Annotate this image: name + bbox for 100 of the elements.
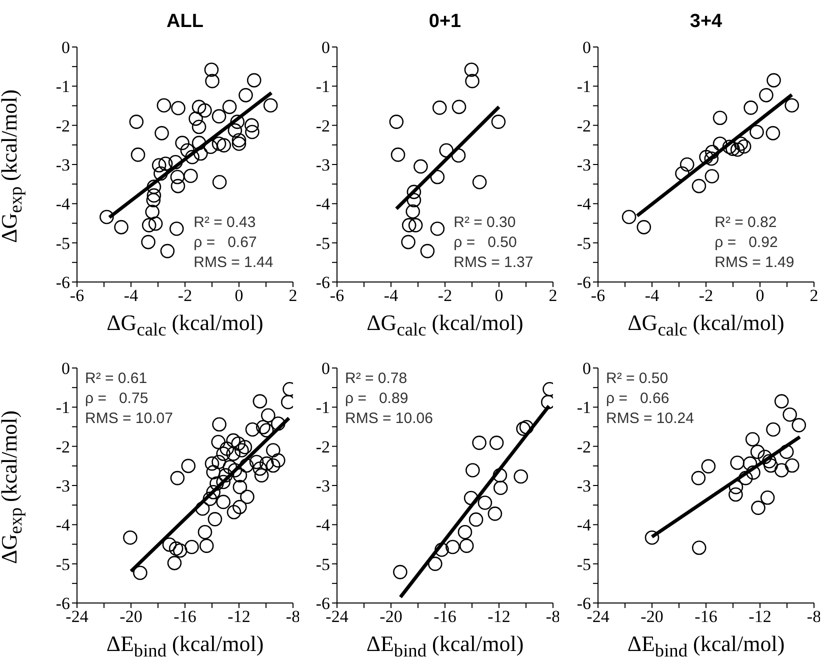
- point: [252, 394, 268, 408]
- point: [175, 136, 190, 150]
- point: [489, 436, 504, 450]
- point: [254, 468, 269, 482]
- point: [746, 465, 760, 480]
- point: [758, 450, 772, 464]
- point: [759, 88, 774, 102]
- point: [169, 222, 184, 236]
- point: [439, 143, 454, 158]
- point: [751, 500, 766, 515]
- point: [168, 541, 184, 556]
- x-tick-label: -20: [380, 607, 402, 626]
- point: [712, 136, 728, 151]
- annotation: ρ = 0.50: [454, 234, 517, 251]
- annotation: ρ = 0.67: [194, 234, 257, 251]
- point: [762, 454, 776, 468]
- y-tick-label: 0: [582, 38, 591, 58]
- point: [204, 456, 220, 471]
- point: [185, 150, 200, 164]
- point: [728, 480, 744, 494]
- point: [252, 462, 268, 476]
- x-tick-label: 0: [234, 286, 244, 306]
- y-tick-label: -1: [576, 398, 591, 418]
- point: [680, 157, 694, 172]
- point: [181, 458, 196, 474]
- annotation: R² = 0.78: [345, 370, 408, 387]
- x-tick-label: -12: [228, 607, 250, 626]
- x-tick-label: -4: [384, 286, 399, 306]
- point: [420, 244, 435, 258]
- point: [432, 100, 447, 115]
- annotation: RMS = 10.06: [345, 410, 433, 427]
- point: [202, 492, 218, 506]
- annotation: R² = 0.50: [606, 370, 668, 387]
- point: [760, 490, 775, 505]
- point: [231, 436, 246, 451]
- x-tick-label: 2: [548, 286, 558, 306]
- point: [195, 501, 210, 516]
- point: [232, 480, 248, 494]
- point: [228, 463, 242, 478]
- y-tick-label: -1: [56, 77, 70, 96]
- point: [158, 156, 173, 171]
- point: [249, 454, 264, 470]
- point: [130, 148, 146, 162]
- point: [488, 506, 502, 521]
- annotation: RMS = 1.37: [454, 254, 534, 271]
- x-tick-label: -12: [748, 607, 772, 626]
- y-tick-label: -2: [576, 116, 591, 136]
- point: [406, 192, 422, 208]
- y-tick-label: -1: [316, 77, 330, 96]
- x-tick-label: -20: [120, 607, 142, 626]
- x-tick-label: -2: [438, 286, 452, 306]
- point: [468, 512, 484, 527]
- annotation: R² = 0.82: [714, 214, 777, 231]
- x-tick-label: 0: [494, 286, 504, 306]
- point: [146, 192, 161, 208]
- point: [184, 540, 199, 554]
- point: [146, 180, 162, 194]
- point: [222, 460, 238, 474]
- point: [238, 440, 252, 454]
- point: [180, 143, 195, 158]
- point: [245, 124, 260, 140]
- point: [114, 220, 128, 234]
- point: [184, 168, 198, 184]
- point: [228, 123, 242, 138]
- y-tick-label: -6: [56, 273, 70, 292]
- point: [194, 146, 208, 161]
- point: [168, 155, 183, 170]
- point: [464, 490, 478, 506]
- point: [271, 416, 286, 431]
- annotation: R² = 0.61: [85, 370, 148, 387]
- x-tick-label: -2: [178, 286, 192, 306]
- x-axis-title: ΔE$_{bind}$ (kcal/mol): [105, 631, 265, 662]
- point: [472, 174, 487, 190]
- x-axis-title: ΔG$_{calc}$ (kcal/mol): [366, 310, 524, 340]
- point: [148, 216, 163, 231]
- point: [211, 434, 226, 450]
- y-tick-label: -3: [56, 156, 70, 175]
- point: [216, 446, 230, 461]
- y-tick-label: -2: [316, 116, 330, 136]
- x-tick-label: -16: [174, 607, 196, 626]
- y-tick-label: -3: [576, 156, 591, 175]
- point: [244, 118, 259, 132]
- point: [722, 140, 737, 154]
- point: [226, 446, 240, 461]
- x-tick-label: -8: [286, 607, 300, 626]
- y-tick-label: -1: [316, 398, 330, 418]
- y-tick-label: -6: [56, 594, 70, 614]
- point: [261, 408, 276, 423]
- point: [245, 422, 260, 437]
- point: [141, 234, 156, 250]
- point: [232, 133, 246, 148]
- annotation: RMS = 1.49: [714, 254, 794, 271]
- y-tick-label: -2: [576, 437, 591, 456]
- point: [514, 469, 528, 484]
- chart-title: 0+1: [428, 11, 462, 33]
- point: [519, 420, 534, 434]
- point: [408, 218, 423, 232]
- point: [459, 538, 474, 553]
- y-tick-label: -1: [56, 398, 70, 418]
- point: [266, 443, 280, 458]
